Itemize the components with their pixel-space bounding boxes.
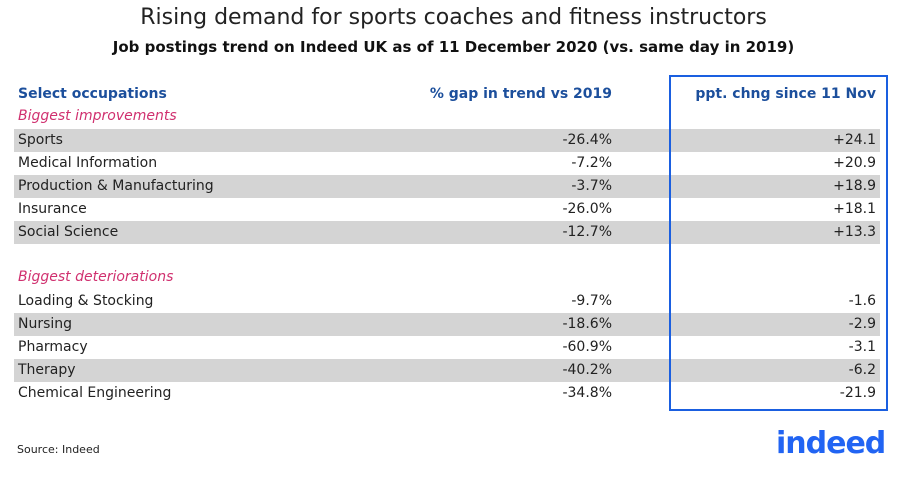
table-row: Social Science -12.7% +13.3 <box>14 221 880 244</box>
occupation-cell: Medical Information <box>18 155 158 171</box>
gap-cell: -40.2% <box>562 362 612 378</box>
change-cell: +18.9 <box>833 178 876 194</box>
change-cell: -6.2 <box>848 362 876 378</box>
table-row: Insurance -26.0% +18.1 <box>14 198 880 221</box>
occupation-cell: Sports <box>18 132 63 148</box>
highlight-box <box>669 75 888 411</box>
table-row: Medical Information -7.2% +20.9 <box>14 152 880 175</box>
occupation-cell: Therapy <box>18 362 76 378</box>
gap-cell: -60.9% <box>562 339 612 355</box>
gap-cell: -18.6% <box>562 316 612 332</box>
change-cell: +24.1 <box>833 132 876 148</box>
occupation-cell: Production & Manufacturing <box>18 178 214 194</box>
section-label: Biggest deteriorations <box>18 269 174 285</box>
page-subtitle: Job postings trend on Indeed UK as of 11… <box>112 38 795 56</box>
gap-cell: -26.4% <box>562 132 612 148</box>
gap-cell: -3.7% <box>571 178 612 194</box>
gap-cell: -34.8% <box>562 385 612 401</box>
table-row: Nursing -18.6% -2.9 <box>14 313 880 336</box>
occupation-cell: Insurance <box>18 201 87 217</box>
header-occupation: Select occupations <box>18 86 167 102</box>
occupation-cell: Chemical Engineering <box>18 385 172 401</box>
change-cell: -1.6 <box>848 293 876 309</box>
header-gap: % gap in trend vs 2019 <box>429 86 612 102</box>
change-cell: -2.9 <box>848 316 876 332</box>
gap-cell: -12.7% <box>562 224 612 240</box>
table-row: Pharmacy -60.9% -3.1 <box>14 336 880 359</box>
change-cell: +20.9 <box>833 155 876 171</box>
gap-cell: -9.7% <box>571 293 612 309</box>
table-row: Therapy -40.2% -6.2 <box>14 359 880 382</box>
change-cell: -3.1 <box>848 339 876 355</box>
table-row: Sports -26.4% +24.1 <box>14 129 880 152</box>
section-label: Biggest improvements <box>18 108 177 124</box>
page-title: Rising demand for sports coaches and fit… <box>140 5 767 30</box>
gap-cell: -7.2% <box>571 155 612 171</box>
gap-cell: -26.0% <box>562 201 612 217</box>
occupation-cell: Social Science <box>18 224 119 240</box>
table-row: Production & Manufacturing -3.7% +18.9 <box>14 175 880 198</box>
source-note: Source: Indeed <box>17 443 100 456</box>
occupation-cell: Loading & Stocking <box>18 293 154 309</box>
change-cell: -21.9 <box>839 385 876 401</box>
occupation-cell: Pharmacy <box>18 339 88 355</box>
header-change: ppt. chng since 11 Nov <box>695 86 876 102</box>
table-row: Loading & Stocking -9.7% -1.6 <box>14 290 880 313</box>
table-row: Chemical Engineering -34.8% -21.9 <box>14 382 880 405</box>
change-cell: +13.3 <box>833 224 876 240</box>
change-cell: +18.1 <box>833 201 876 217</box>
indeed-logo: indeed <box>776 426 886 461</box>
occupation-cell: Nursing <box>18 316 73 332</box>
